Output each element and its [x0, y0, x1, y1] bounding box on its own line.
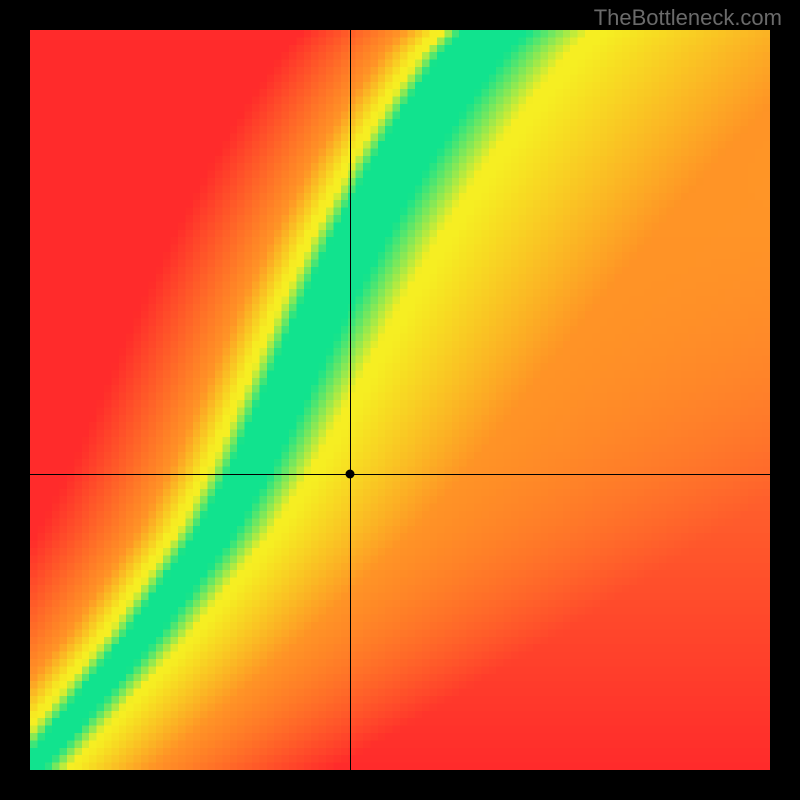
- crosshair-horizontal: [30, 474, 770, 475]
- watermark-text: TheBottleneck.com: [594, 5, 782, 31]
- heatmap-plot: [30, 30, 770, 770]
- crosshair-point: [345, 470, 354, 479]
- heatmap-canvas: [30, 30, 770, 770]
- crosshair-vertical: [350, 30, 351, 770]
